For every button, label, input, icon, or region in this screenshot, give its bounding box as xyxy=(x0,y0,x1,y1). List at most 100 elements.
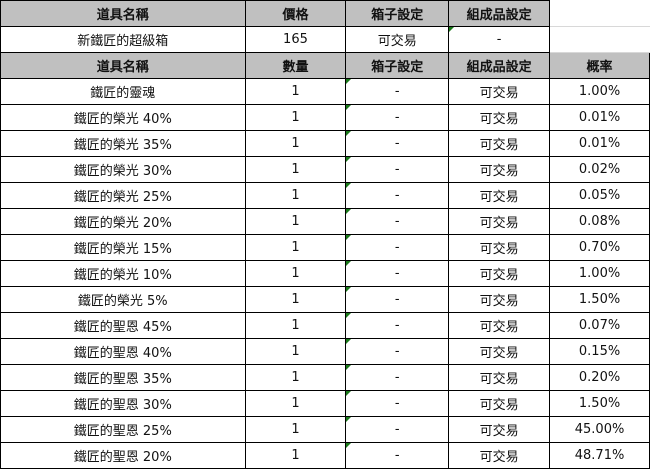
header-probability[interactable]: 概率 xyxy=(549,52,650,79)
cell-quantity[interactable]: 1 xyxy=(244,260,347,287)
table-row: 鐵匠的榮光 40% 1- 可交易 0.01% xyxy=(0,104,650,131)
cell-name[interactable]: 鐵匠的榮光 20% xyxy=(0,208,246,235)
table-row: 鐵匠的榮光 25% 1- 可交易 0.05% xyxy=(0,182,650,209)
cell-component-setting[interactable]: 可交易 xyxy=(448,182,551,209)
box-name[interactable]: 新鐵匠的超級箱 xyxy=(0,26,246,53)
cell-quantity[interactable]: 1 xyxy=(244,312,347,339)
cell-box-setting[interactable]: - xyxy=(345,364,450,391)
cell-box-setting[interactable]: - xyxy=(345,286,450,313)
cell-component-setting[interactable]: 可交易 xyxy=(448,416,551,443)
cell-box-setting[interactable]: - xyxy=(345,182,450,209)
header-component-setting[interactable]: 組成品設定 xyxy=(448,0,551,27)
cell-probability[interactable]: 1.50% xyxy=(549,390,650,417)
cell-box-setting[interactable]: - xyxy=(345,416,450,443)
cell-name[interactable]: 鐵匠的榮光 15% xyxy=(0,234,246,261)
cell-component-setting[interactable]: 可交易 xyxy=(448,338,551,365)
cell-name[interactable]: 鐵匠的聖恩 35% xyxy=(0,364,246,391)
cell-quantity[interactable]: 1 xyxy=(244,442,347,469)
header-name[interactable]: 道具名稱 xyxy=(0,0,246,27)
cell-component-setting[interactable]: 可交易 xyxy=(448,234,551,261)
empty-cell[interactable] xyxy=(549,26,650,53)
cell-component-setting[interactable]: 可交易 xyxy=(448,104,551,131)
header-box-setting[interactable]: 箱子設定 xyxy=(345,0,450,27)
cell-quantity[interactable]: 1 xyxy=(244,156,347,183)
box-box-setting[interactable]: 可交易 xyxy=(345,26,450,53)
header-quantity[interactable]: 數量 xyxy=(244,52,347,79)
cell-name[interactable]: 鐵匠的榮光 25% xyxy=(0,182,246,209)
cell-probability[interactable]: 0.07% xyxy=(549,312,650,339)
cell-quantity[interactable]: 1 xyxy=(244,182,347,209)
cell-probability[interactable]: 1.50% xyxy=(549,286,650,313)
cell-quantity[interactable]: 1 xyxy=(244,208,347,235)
cell-name[interactable]: 鐵匠的榮光 10% xyxy=(0,260,246,287)
cell-quantity[interactable]: 1 xyxy=(244,130,347,157)
cell-component-setting[interactable]: 可交易 xyxy=(448,156,551,183)
table-row: 鐵匠的聖恩 25% 1- 可交易 45.00% xyxy=(0,416,650,443)
cell-probability[interactable]: 0.08% xyxy=(549,208,650,235)
cell-name[interactable]: 鐵匠的聖恩 25% xyxy=(0,416,246,443)
cell-quantity[interactable]: 1 xyxy=(244,416,347,443)
cell-box-setting[interactable]: - xyxy=(345,104,450,131)
cell-name[interactable]: 鐵匠的聖恩 20% xyxy=(0,442,246,469)
cell-component-setting[interactable]: 可交易 xyxy=(448,286,551,313)
cell-name[interactable]: 鐵匠的聖恩 40% xyxy=(0,338,246,365)
cell-name[interactable]: 鐵匠的聖恩 45% xyxy=(0,312,246,339)
table-row: 鐵匠的靈魂 1- 可交易 1.00% xyxy=(0,78,650,105)
cell-component-setting[interactable]: 可交易 xyxy=(448,130,551,157)
cell-probability[interactable]: 0.70% xyxy=(549,234,650,261)
cell-name[interactable]: 鐵匠的榮光 5% xyxy=(0,286,246,313)
header-component-setting[interactable]: 組成品設定 xyxy=(448,52,551,79)
table-row: 鐵匠的榮光 20% 1- 可交易 0.08% xyxy=(0,208,650,235)
box-component-setting[interactable]: - xyxy=(448,26,551,53)
cell-component-setting[interactable]: 可交易 xyxy=(448,390,551,417)
cell-quantity[interactable]: 1 xyxy=(244,78,347,105)
cell-probability[interactable]: 0.01% xyxy=(549,130,650,157)
cell-component-setting[interactable]: 可交易 xyxy=(448,260,551,287)
cell-component-setting[interactable]: 可交易 xyxy=(448,312,551,339)
cell-name[interactable]: 鐵匠的榮光 30% xyxy=(0,156,246,183)
cell-probability[interactable]: 1.00% xyxy=(549,260,650,287)
table-row: 鐵匠的榮光 10% 1- 可交易 1.00% xyxy=(0,260,650,287)
header-name[interactable]: 道具名稱 xyxy=(0,52,246,79)
cell-box-setting[interactable]: - xyxy=(345,156,450,183)
cell-probability[interactable]: 1.00% xyxy=(549,78,650,105)
cell-probability[interactable]: 48.71% xyxy=(549,442,650,469)
header-box-setting[interactable]: 箱子設定 xyxy=(345,52,450,79)
empty-cell[interactable] xyxy=(549,0,650,27)
cell-quantity[interactable]: 1 xyxy=(244,286,347,313)
cell-box-setting[interactable]: - xyxy=(345,78,450,105)
cell-box-setting[interactable]: - xyxy=(345,312,450,339)
cell-box-setting[interactable]: - xyxy=(345,260,450,287)
cell-name[interactable]: 鐵匠的聖恩 30% xyxy=(0,390,246,417)
cell-name[interactable]: 鐵匠的榮光 40% xyxy=(0,104,246,131)
cell-probability[interactable]: 45.00% xyxy=(549,416,650,443)
cell-box-setting[interactable]: - xyxy=(345,208,450,235)
cell-component-setting[interactable]: 可交易 xyxy=(448,208,551,235)
cell-name[interactable]: 鐵匠的榮光 35% xyxy=(0,130,246,157)
cell-probability[interactable]: 0.05% xyxy=(549,182,650,209)
cell-probability[interactable]: 0.01% xyxy=(549,104,650,131)
cell-box-setting[interactable]: - xyxy=(345,234,450,261)
cell-quantity[interactable]: 1 xyxy=(244,104,347,131)
cell-quantity[interactable]: 1 xyxy=(244,364,347,391)
cell-component-setting[interactable]: 可交易 xyxy=(448,364,551,391)
cell-component-setting[interactable]: 可交易 xyxy=(448,442,551,469)
cell-component-setting[interactable]: 可交易 xyxy=(448,78,551,105)
cell-box-setting[interactable]: - xyxy=(345,390,450,417)
cell-quantity[interactable]: 1 xyxy=(244,234,347,261)
table-row: 鐵匠的聖恩 40% 1- 可交易 0.15% xyxy=(0,338,650,365)
cell-quantity[interactable]: 1 xyxy=(244,338,347,365)
header-price[interactable]: 價格 xyxy=(244,0,347,27)
cell-name[interactable]: 鐵匠的靈魂 xyxy=(0,78,246,105)
cell-box-setting[interactable]: - xyxy=(345,442,450,469)
cell-box-setting[interactable]: - xyxy=(345,338,450,365)
table-row: 鐵匠的榮光 35% 1- 可交易 0.01% xyxy=(0,130,650,157)
table-row: 鐵匠的榮光 5% 1- 可交易 1.50% xyxy=(0,286,650,313)
cell-probability[interactable]: 0.15% xyxy=(549,338,650,365)
box-price[interactable]: 165 xyxy=(244,26,347,53)
cell-box-setting[interactable]: - xyxy=(345,130,450,157)
cell-quantity[interactable]: 1 xyxy=(244,390,347,417)
cell-probability[interactable]: 0.20% xyxy=(549,364,650,391)
cell-probability[interactable]: 0.02% xyxy=(549,156,650,183)
